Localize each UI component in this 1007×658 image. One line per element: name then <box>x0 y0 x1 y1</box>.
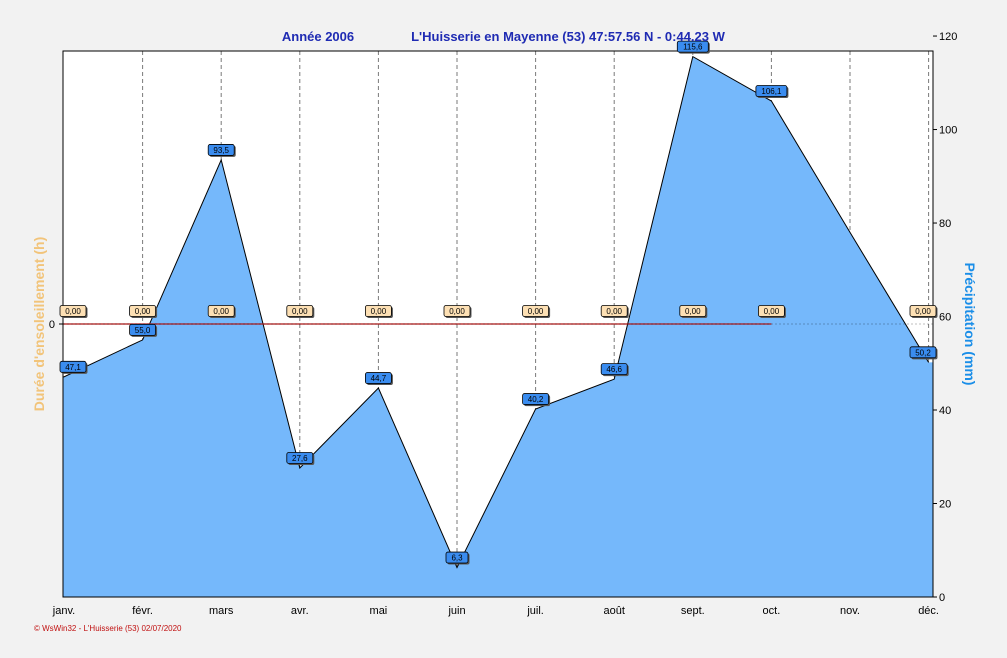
data-label-box <box>286 452 314 464</box>
sunshine-data-label: 0,00 <box>758 305 786 318</box>
data-label-box <box>909 346 937 359</box>
precip-data-label: 93,5 <box>207 144 236 157</box>
x-tick-label: août <box>603 605 624 617</box>
data-label-box <box>286 305 314 317</box>
data-label-text: 40,2 <box>528 395 544 404</box>
chart-title-year: Année 2006 <box>282 29 354 44</box>
precip-data-label: 6,3 <box>445 551 470 565</box>
x-tick-label: mars <box>209 605 234 617</box>
data-label-box <box>364 305 392 317</box>
y-right-tick-label: 120 <box>939 31 957 43</box>
precipitation-area <box>63 55 933 597</box>
x-tick-label: oct. <box>763 605 781 617</box>
y-right-tick-label: 100 <box>939 125 957 137</box>
x-tick-label: juin <box>447 605 465 617</box>
data-label-text: 27,6 <box>292 454 308 463</box>
y-axis-left-title: Durée d'ensoleillement (h) <box>31 237 47 411</box>
y-axis-right-title: Précipitation (mm) <box>962 263 978 386</box>
data-label-text: 44,7 <box>371 374 387 383</box>
y-left-tick-label: 0 <box>49 319 55 331</box>
sunshine-data-label: 0,00 <box>286 305 315 318</box>
sunshine-data-label: 0,00 <box>207 305 236 318</box>
data-label-text: 0,00 <box>292 307 308 316</box>
y-right-tick-label: 40 <box>939 405 951 417</box>
data-label-text: 0,00 <box>528 307 544 316</box>
sunshine-data-label: 0,00 <box>364 305 393 318</box>
data-label-text: 0,00 <box>685 307 701 316</box>
data-label-text: 0,00 <box>764 307 780 316</box>
precip-data-label: 106,1 <box>755 85 789 99</box>
data-label-box <box>676 40 709 53</box>
data-label-box <box>364 372 392 384</box>
data-label-box <box>445 551 469 564</box>
data-label-box <box>600 363 628 376</box>
data-label-box <box>129 305 157 317</box>
data-label-text: 0,00 <box>371 307 387 316</box>
precip-data-label: 47,1 <box>59 360 88 374</box>
data-label-text: 50,2 <box>915 348 931 357</box>
data-label-box <box>758 305 785 317</box>
data-label-text: 0,00 <box>915 307 931 316</box>
data-label-text: 115,6 <box>683 43 703 52</box>
sunshine-data-label: 0,00 <box>909 305 938 318</box>
precip-data-label: 50,2 <box>909 346 938 360</box>
x-tick-label: janv. <box>52 605 75 617</box>
data-label-box <box>679 305 707 317</box>
y-right-tick-label: 60 <box>939 312 951 324</box>
precipitation-line <box>63 55 930 569</box>
data-label-text: 93,5 <box>213 146 229 155</box>
footer-credit: © WsWin32 - L'Huisserie (53) 02/07/2020 <box>34 624 182 633</box>
data-label-box <box>207 144 235 156</box>
y-right-tick-label: 80 <box>939 218 951 230</box>
sunshine-data-label: 0,00 <box>59 305 88 318</box>
sunshine-data-label: 0,00 <box>443 305 472 318</box>
data-label-text: 0,00 <box>135 307 151 316</box>
precip-data-label: 115,6 <box>676 40 710 54</box>
sunshine-data-label: 0,00 <box>522 305 551 318</box>
axis-ticks: janv. févr. mars avr. mai juin juil. août sept. o… <box>49 31 957 617</box>
data-label-box <box>909 305 937 317</box>
data-label-text: 47,1 <box>65 363 81 372</box>
x-tick-label: nov. <box>840 605 860 617</box>
y-right-tick-label: 0 <box>939 592 945 604</box>
data-label-box <box>600 305 628 317</box>
x-tick-label: sept. <box>681 605 705 617</box>
precip-data-label: 40,2 <box>522 393 551 407</box>
precip-data-label: 46,6 <box>600 363 629 377</box>
data-label-text: 106,1 <box>761 87 782 96</box>
data-label-text: 6,3 <box>451 554 463 563</box>
data-label-text: 0,00 <box>213 307 229 316</box>
data-labels: 47,1 55,0 93,5 27,6 44,7 6,3 40,2 46,6 115,6 106,… <box>59 40 938 565</box>
data-label-box <box>755 85 788 97</box>
data-label-box <box>59 360 87 373</box>
precip-data-label: 44,7 <box>364 372 393 386</box>
data-label-text: 0,00 <box>65 307 81 316</box>
x-tick-label: avr. <box>291 605 309 617</box>
sunshine-data-label: 0,00 <box>600 305 629 318</box>
precipitation-fill <box>63 56 933 597</box>
data-label-box <box>207 305 235 317</box>
x-tick-label: mai <box>370 605 388 617</box>
data-label-box <box>522 305 549 317</box>
data-label-box <box>129 323 157 336</box>
sunshine-data-label: 0,00 <box>679 305 708 318</box>
sunshine-data-label: 0,00 <box>129 305 158 318</box>
data-label-text: 0,00 <box>606 307 622 316</box>
x-tick-label: déc. <box>918 605 939 617</box>
precip-data-label: 27,6 <box>286 452 315 465</box>
data-label-text: 55,0 <box>135 326 151 335</box>
x-tick-label: févr. <box>132 605 153 617</box>
data-label-text: 46,6 <box>606 365 622 374</box>
chart-title-station: L'Huisserie en Mayenne (53) 47:57.56 N -… <box>411 29 726 44</box>
precip-data-label: 55,0 <box>129 323 158 337</box>
data-label-box <box>59 305 87 317</box>
data-label-box <box>443 305 471 317</box>
data-label-text: 0,00 <box>449 307 465 316</box>
x-tick-label: juil. <box>526 605 544 617</box>
data-label-box <box>522 393 549 405</box>
y-right-tick-label: 20 <box>939 499 951 511</box>
